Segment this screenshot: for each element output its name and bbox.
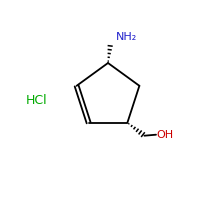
Text: HCl: HCl (26, 94, 48, 106)
Text: OH: OH (157, 130, 174, 140)
Text: NH₂: NH₂ (115, 32, 137, 42)
